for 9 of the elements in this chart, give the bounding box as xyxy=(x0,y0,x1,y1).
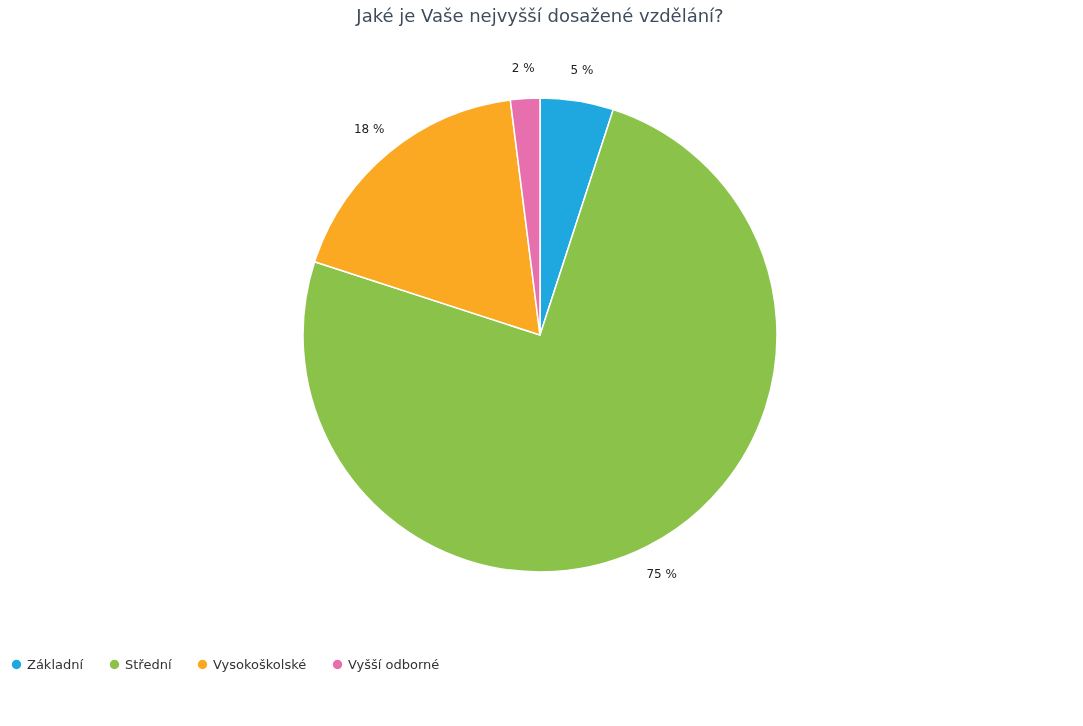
data-label: 5 % xyxy=(570,63,594,78)
data-label: 2 % xyxy=(511,60,535,75)
legend-label: Střední xyxy=(125,656,172,672)
legend-label: Základní xyxy=(27,656,84,672)
chart-title: Jaké je Vaše nejvyšší dosažené vzdělání? xyxy=(355,5,724,26)
legend-label: Vysokoškolské xyxy=(213,656,307,672)
data-label: 75 % xyxy=(646,566,677,581)
legend-label: Vyšší odborné xyxy=(348,656,440,672)
data-label: 18 % xyxy=(353,121,385,136)
